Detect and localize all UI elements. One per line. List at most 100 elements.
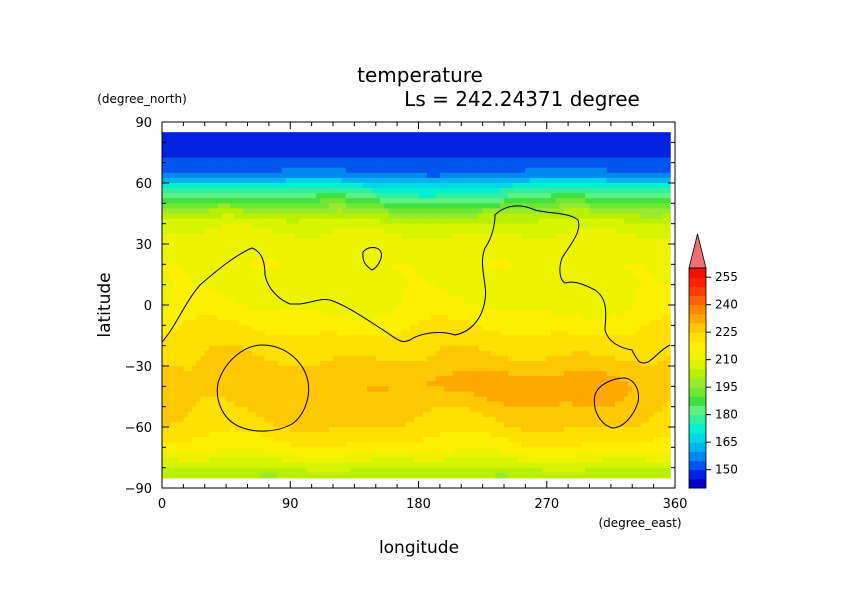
field-cell	[521, 157, 526, 164]
field-cell	[247, 279, 253, 286]
field-cell	[598, 238, 603, 245]
field-cell	[465, 294, 471, 301]
field-cell	[606, 325, 612, 332]
field-cell	[568, 172, 573, 179]
field-cell	[491, 269, 497, 276]
field-cell	[469, 162, 475, 169]
field-cell	[392, 167, 398, 174]
field-cell	[521, 289, 526, 296]
field-cell	[568, 183, 573, 189]
field-cell	[333, 279, 338, 286]
field-cell	[162, 269, 167, 276]
field-cell	[495, 315, 501, 321]
field-cell	[285, 208, 291, 215]
field-cell	[422, 294, 428, 301]
field-cell	[662, 233, 668, 240]
field-cell	[427, 188, 432, 194]
field-cell	[568, 177, 573, 184]
field-cell	[333, 305, 338, 311]
field-cell	[375, 147, 381, 154]
field-cell	[238, 223, 244, 230]
field-cell	[191, 249, 197, 255]
field-cell	[504, 152, 509, 159]
field-cell	[576, 193, 582, 199]
field-cell	[444, 172, 450, 179]
field-cell	[234, 274, 240, 281]
field-cell	[563, 244, 569, 250]
field-cell	[431, 269, 437, 276]
field-cell	[589, 142, 595, 149]
field-cell	[354, 305, 360, 311]
field-cell	[311, 203, 317, 210]
field-cell	[538, 325, 544, 332]
field-cell	[174, 198, 180, 204]
field-cell	[294, 218, 300, 225]
field-cell	[632, 203, 638, 210]
field-cell	[615, 152, 621, 159]
field-cell	[187, 162, 193, 169]
field-cell	[256, 259, 261, 265]
field-cell	[384, 299, 390, 306]
field-cell	[315, 279, 321, 286]
field-cell	[662, 142, 668, 149]
field-cell	[213, 188, 219, 194]
field-cell	[525, 299, 531, 306]
field-cell	[439, 320, 445, 326]
field-cell	[162, 340, 167, 347]
field-cell	[380, 218, 385, 225]
field-cell	[435, 142, 441, 149]
field-cell	[422, 162, 428, 169]
field-cell	[234, 340, 240, 347]
field-cell	[166, 193, 172, 199]
field-cell	[615, 213, 621, 220]
field-cell	[409, 305, 415, 311]
field-cell	[495, 279, 501, 286]
field-cell	[405, 228, 411, 235]
field-cell	[431, 223, 437, 230]
field-cell	[204, 299, 210, 306]
field-cell	[568, 320, 573, 326]
field-cell	[234, 294, 240, 301]
field-cell	[209, 137, 214, 143]
field-cell	[516, 274, 522, 281]
field-cell	[260, 274, 266, 281]
field-cell	[662, 132, 668, 138]
field-cell	[504, 310, 509, 316]
field-cell	[341, 294, 347, 301]
field-cell	[375, 223, 381, 230]
field-cell	[482, 193, 488, 199]
field-cell	[649, 254, 655, 260]
field-cell	[568, 218, 573, 225]
field-cell	[409, 325, 415, 332]
field-cell	[580, 254, 586, 260]
field-cell	[585, 132, 591, 138]
field-cell	[311, 218, 317, 225]
field-cell	[401, 269, 407, 276]
field-cell	[491, 157, 497, 164]
field-cell	[580, 335, 586, 342]
field-cell	[435, 152, 441, 159]
field-cell	[418, 305, 424, 311]
field-cell	[610, 279, 616, 286]
field-cell	[504, 320, 509, 326]
field-cell	[260, 167, 266, 174]
field-cell	[341, 172, 347, 179]
field-cell	[640, 330, 646, 337]
field-cell	[243, 188, 249, 194]
field-cell	[221, 249, 227, 255]
field-cell	[209, 218, 214, 225]
field-cell	[362, 177, 368, 184]
field-cell	[418, 208, 424, 215]
field-cell	[247, 254, 253, 260]
field-cell	[230, 223, 236, 230]
field-cell	[555, 335, 561, 342]
field-cell	[392, 152, 398, 159]
field-cell	[580, 299, 586, 306]
field-cell	[610, 218, 616, 225]
field-cell	[298, 213, 304, 220]
field-cell	[290, 284, 296, 291]
field-cell	[486, 193, 492, 199]
field-cell	[486, 325, 492, 332]
field-cell	[533, 193, 539, 199]
